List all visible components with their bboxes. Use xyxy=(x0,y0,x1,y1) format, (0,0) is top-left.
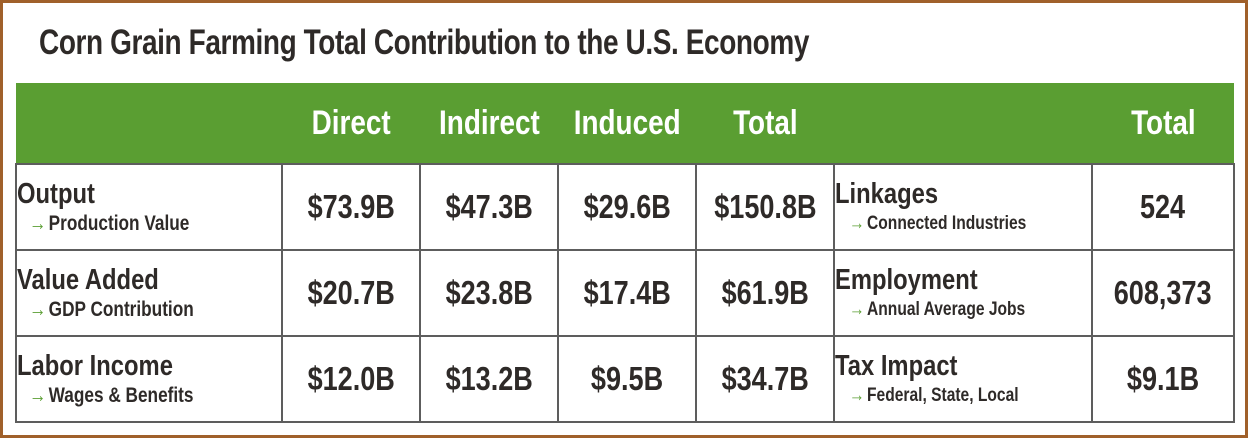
row-label-cell: Output → Production Value xyxy=(15,163,283,251)
row-label: Labor Income xyxy=(17,350,173,382)
induced-value: $17.4B xyxy=(557,249,697,337)
metric-label: Tax Impact xyxy=(835,350,958,382)
metric-total-value: $9.1B xyxy=(1091,335,1235,423)
direct-value: $12.0B xyxy=(281,335,421,423)
total-value: $34.7B xyxy=(695,335,835,423)
row-label-cell: Labor Income → Wages & Benefits xyxy=(15,335,283,423)
indirect-value: $47.3B xyxy=(419,163,559,251)
metric-label-cell: Employment → Annual Average Jobs xyxy=(833,249,1093,337)
metric-sublabel: Federal, State, Local xyxy=(867,385,1019,406)
header-indirect: Indirect xyxy=(420,83,558,164)
header-blank xyxy=(16,83,282,164)
direct-value: $20.7B xyxy=(281,249,421,337)
arrow-right-icon: → xyxy=(849,299,865,320)
direct-value: $73.9B xyxy=(281,163,421,251)
metric-label-cell: Tax Impact → Federal, State, Local xyxy=(833,335,1093,423)
header-blank-metric xyxy=(834,83,1092,164)
metric-label: Linkages xyxy=(835,178,939,210)
total-value: $150.8B xyxy=(695,163,835,251)
metric-label: Employment xyxy=(835,264,978,296)
row-label: Output xyxy=(17,178,95,210)
page-title: Corn Grain Farming Total Contribution to… xyxy=(39,23,810,62)
row-label-cell: Value Added → GDP Contribution xyxy=(15,249,283,337)
indirect-value: $23.8B xyxy=(419,249,559,337)
row-sublabel: Production Value xyxy=(48,212,190,235)
row-sublabel: GDP Contribution xyxy=(48,298,194,321)
header-induced: Induced xyxy=(558,83,696,164)
row-label: Value Added xyxy=(17,264,159,296)
indirect-value: $13.2B xyxy=(419,335,559,423)
header-total: Total xyxy=(696,83,834,164)
table-row: Labor Income → Wages & Benefits $12.0B $1… xyxy=(15,335,1235,423)
induced-value: $29.6B xyxy=(557,163,697,251)
header-row: Direct Indirect Induced Total Total xyxy=(16,83,1234,164)
arrow-right-icon: → xyxy=(849,213,865,234)
metric-total-value: 524 xyxy=(1091,163,1235,251)
table-row: Value Added → GDP Contribution $20.7B $23… xyxy=(15,249,1235,337)
metric-sublabel: Connected Industries xyxy=(867,213,1027,234)
table-row: Output → Production Value $73.9B $47.3B $… xyxy=(15,163,1235,251)
arrow-right-icon: → xyxy=(29,298,47,321)
row-sublabel: Wages & Benefits xyxy=(48,384,194,407)
metric-sublabel: Annual Average Jobs xyxy=(867,299,1026,320)
metric-total-value: 608,373 xyxy=(1091,249,1235,337)
arrow-right-icon: → xyxy=(849,385,865,406)
metric-label-cell: Linkages → Connected Industries xyxy=(833,163,1093,251)
induced-value: $9.5B xyxy=(557,335,697,423)
arrow-right-icon: → xyxy=(29,384,47,407)
header-direct: Direct xyxy=(282,83,420,164)
total-value: $61.9B xyxy=(695,249,835,337)
arrow-right-icon: → xyxy=(29,212,47,235)
header-total-metric: Total xyxy=(1092,83,1234,164)
economy-table: Direct Indirect Induced Total Total Outp… xyxy=(15,83,1235,423)
